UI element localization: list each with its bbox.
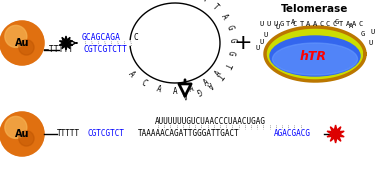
Text: G: G	[280, 21, 284, 27]
Text: G: G	[226, 50, 236, 56]
Text: T: T	[200, 0, 209, 4]
Text: AGACGACG: AGACGACG	[274, 130, 311, 138]
Text: A: A	[173, 87, 177, 95]
Text: C: C	[293, 21, 297, 27]
Circle shape	[13, 34, 31, 52]
Circle shape	[19, 40, 34, 55]
Text: A: A	[352, 21, 356, 27]
Ellipse shape	[270, 36, 360, 76]
Text: Telomerase: Telomerase	[281, 4, 349, 14]
Text: A: A	[155, 84, 162, 94]
Text: Au: Au	[15, 38, 29, 48]
Circle shape	[19, 131, 34, 146]
Text: C: C	[333, 21, 337, 27]
Text: U: U	[256, 45, 260, 51]
Text: T: T	[339, 21, 343, 27]
Text: AUUUUUUGUCUAACCCUAACUGAG: AUUUUUUGUCUAACCCUAACUGAG	[155, 117, 266, 126]
Text: TTTTT: TTTTT	[57, 130, 80, 138]
Text: A: A	[214, 69, 224, 78]
Text: U: U	[273, 21, 277, 27]
Text: A: A	[306, 21, 310, 27]
Text: Au: Au	[15, 129, 29, 139]
Text: C: C	[326, 21, 330, 27]
Circle shape	[0, 112, 44, 156]
Text: G: G	[335, 19, 339, 25]
Text: A: A	[345, 21, 350, 27]
Text: T: T	[222, 61, 232, 69]
Text: G: G	[360, 31, 365, 37]
Text: T: T	[211, 2, 220, 11]
Circle shape	[13, 125, 31, 143]
Circle shape	[0, 21, 44, 65]
Text: G: G	[194, 85, 202, 96]
Circle shape	[5, 116, 27, 138]
Text: C: C	[139, 78, 148, 88]
Text: A: A	[182, 89, 188, 99]
Text: A: A	[205, 79, 214, 89]
Text: C: C	[134, 34, 139, 42]
Text: TAAAAACAGATTGGGATTGACT: TAAAAACAGATTGGGATTGACT	[138, 130, 239, 138]
Text: U: U	[266, 21, 271, 27]
Text: U: U	[259, 39, 263, 45]
Circle shape	[18, 39, 26, 47]
Text: CGTCGTCT: CGTCGTCT	[88, 130, 125, 138]
Polygon shape	[59, 36, 73, 50]
Circle shape	[5, 116, 40, 152]
Text: T: T	[299, 21, 304, 27]
Text: —TTTTT: —TTTTT	[44, 46, 73, 55]
Circle shape	[18, 130, 26, 138]
Text: U: U	[371, 29, 375, 35]
Text: G: G	[227, 38, 237, 43]
Text: G: G	[225, 24, 234, 31]
Text: GCAGCAGA: GCAGCAGA	[82, 34, 121, 42]
Text: U: U	[276, 24, 280, 30]
Text: T: T	[215, 71, 225, 80]
Circle shape	[0, 21, 44, 65]
Text: A: A	[349, 23, 353, 29]
Text: U: U	[264, 33, 268, 39]
Text: hTR: hTR	[299, 50, 327, 62]
Text: C: C	[359, 21, 363, 27]
Circle shape	[5, 25, 40, 61]
Text: A: A	[188, 84, 195, 94]
Text: C: C	[319, 21, 324, 27]
Circle shape	[5, 25, 27, 47]
Text: +: +	[234, 33, 252, 53]
Circle shape	[9, 121, 35, 147]
Text: A: A	[291, 19, 295, 25]
Ellipse shape	[265, 28, 365, 80]
Text: U: U	[260, 21, 264, 27]
Circle shape	[9, 30, 35, 56]
Text: A: A	[219, 12, 229, 21]
Text: A: A	[202, 78, 211, 88]
Polygon shape	[327, 125, 344, 143]
Circle shape	[0, 112, 44, 156]
Text: A: A	[126, 69, 136, 78]
FancyArrowPatch shape	[179, 80, 191, 96]
Ellipse shape	[273, 43, 358, 75]
Text: U: U	[368, 40, 372, 46]
Text: CGTCGTCTT: CGTCGTCTT	[83, 46, 127, 55]
Text: A: A	[313, 21, 317, 27]
Text: T: T	[286, 21, 291, 27]
